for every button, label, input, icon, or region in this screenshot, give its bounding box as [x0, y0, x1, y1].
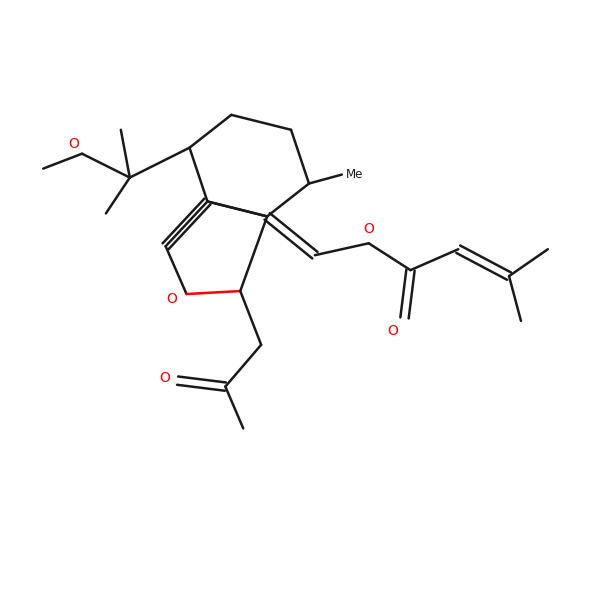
Text: Me: Me [346, 168, 364, 181]
Text: O: O [68, 137, 79, 151]
Text: O: O [388, 324, 398, 338]
Text: O: O [160, 371, 170, 385]
Text: O: O [363, 222, 374, 236]
Text: O: O [167, 292, 178, 306]
